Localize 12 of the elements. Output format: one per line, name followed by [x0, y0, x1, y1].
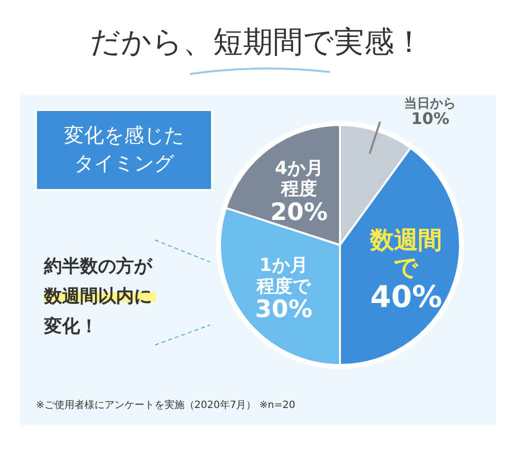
slice-label: 数週間で [369, 226, 442, 282]
slice-label: 4か月程度 [274, 158, 324, 200]
slice-label: 1か月程度で [256, 255, 312, 297]
data-label: 30% [254, 295, 312, 324]
data-label: 20% [270, 198, 328, 226]
text: 約半数の方が数週間以内に変化！ [43, 256, 153, 337]
chart-title: だから、短期間で実感！ [90, 25, 424, 60]
text: 変化を感じたタイミング [64, 123, 184, 175]
data-label: 40% [370, 280, 442, 316]
data-label: 10% [411, 109, 450, 128]
text: ※ご使用者様にアンケートを実施（2020年7月） ※n=20 [36, 399, 296, 411]
slice-label: 当日から [404, 96, 456, 112]
